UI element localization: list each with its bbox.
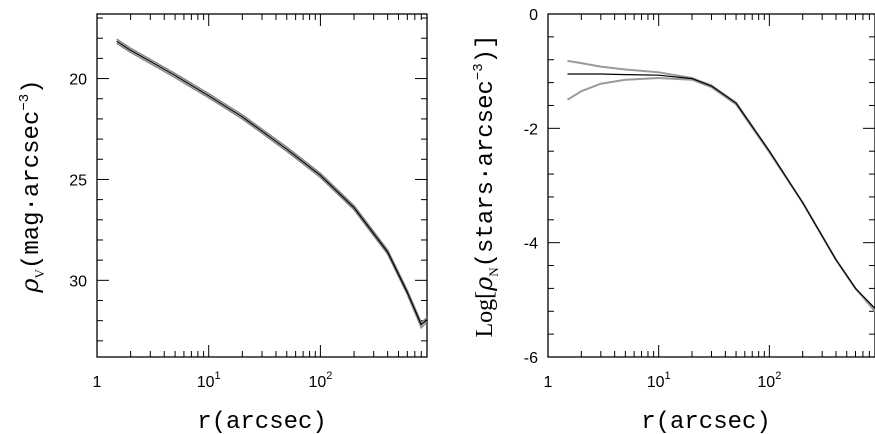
plot-area bbox=[116, 38, 427, 330]
x-tick-label: 101 bbox=[197, 370, 221, 391]
y-tick-label: -2 bbox=[524, 121, 538, 138]
chart-panel-left: 20 25 30 1 101 102 r(arcsec) ρV(mag·arcsec−3) bbox=[16, 13, 428, 434]
x-tick-label: 1 bbox=[544, 374, 553, 391]
series-line-2 bbox=[567, 73, 875, 309]
y-tick-label: -6 bbox=[524, 350, 538, 367]
series-envelope-low bbox=[116, 38, 427, 325]
x-tick-label: 102 bbox=[308, 370, 332, 391]
y-tick-label: 20 bbox=[69, 72, 87, 89]
plot-area bbox=[566, 59, 875, 312]
series-line-1 bbox=[566, 77, 875, 312]
series-envelope-high bbox=[116, 42, 427, 330]
y-tick-label: -4 bbox=[524, 236, 538, 253]
y-axis-label: ρV(mag·arcsec−3) bbox=[16, 79, 47, 293]
x-tick-label: 1 bbox=[93, 374, 102, 391]
y-tick-label: 25 bbox=[69, 172, 87, 189]
y-tick-label: 30 bbox=[69, 273, 87, 290]
series-line-0 bbox=[567, 59, 875, 312]
y-axis-label: Log[ρN(stars·arcsec−3)] bbox=[470, 34, 501, 337]
x-axis-label: r(arcsec) bbox=[641, 409, 771, 434]
y-tick-label: 0 bbox=[529, 7, 538, 24]
series-line-1 bbox=[116, 40, 427, 326]
x-tick-label: 102 bbox=[757, 370, 781, 391]
x-axis-label: r(arcsec) bbox=[197, 409, 327, 434]
chart-panel-right: 0 -2 -4 -6 1 101 102 r(arcsec) Log[ρN(stars·arcs… bbox=[470, 7, 875, 434]
x-tick-label: 101 bbox=[647, 370, 671, 391]
plot-frame bbox=[96, 13, 428, 358]
